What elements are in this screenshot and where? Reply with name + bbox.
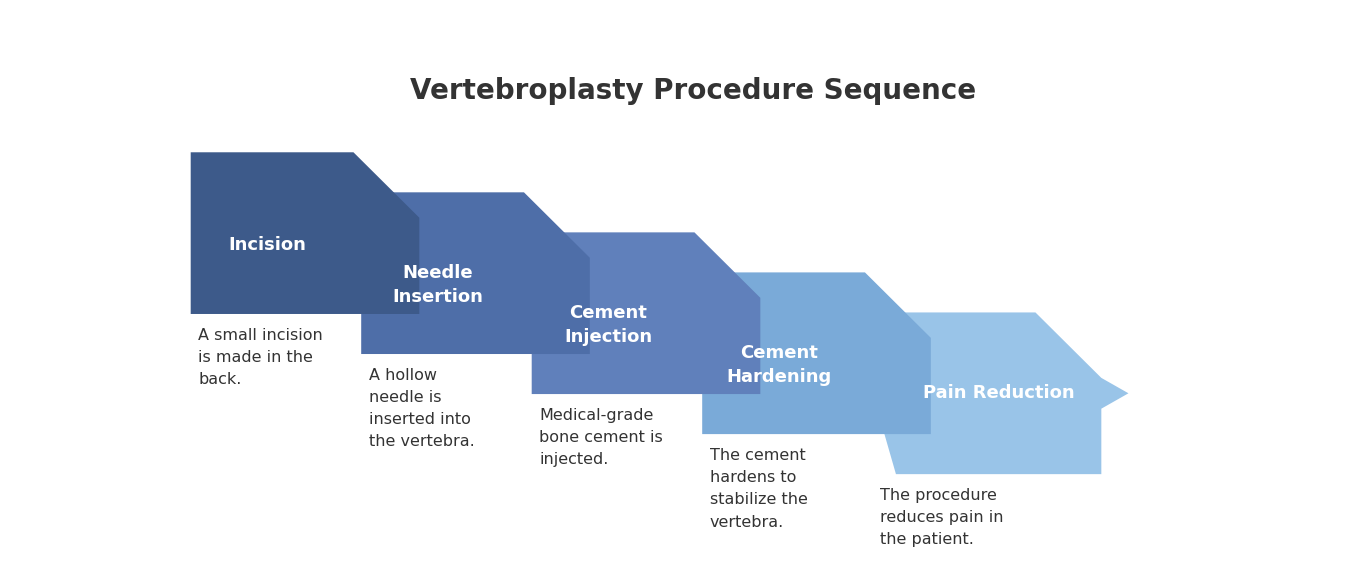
Text: Cement
Hardening: Cement Hardening (726, 344, 831, 386)
Polygon shape (872, 312, 1129, 474)
Text: The procedure
reduces pain in
the patient.: The procedure reduces pain in the patien… (880, 488, 1005, 547)
Text: Cement
Injection: Cement Injection (564, 305, 653, 346)
Text: Medical-grade
bone cement is
injected.: Medical-grade bone cement is injected. (539, 408, 664, 467)
Text: The cement
hardens to
stabilize the
vertebra.: The cement hardens to stabilize the vert… (710, 448, 808, 529)
Text: Pain Reduction: Pain Reduction (922, 384, 1075, 402)
Polygon shape (361, 192, 589, 354)
Text: A hollow
needle is
inserted into
the vertebra.: A hollow needle is inserted into the ver… (369, 368, 475, 449)
Polygon shape (191, 152, 419, 314)
Text: A small incision
is made in the
back.: A small incision is made in the back. (199, 328, 323, 387)
Polygon shape (531, 232, 760, 394)
Polygon shape (702, 272, 930, 434)
Text: Needle
Insertion: Needle Insertion (392, 264, 484, 306)
Text: Incision: Incision (228, 236, 307, 254)
Text: Vertebroplasty Procedure Sequence: Vertebroplasty Procedure Sequence (410, 77, 976, 105)
